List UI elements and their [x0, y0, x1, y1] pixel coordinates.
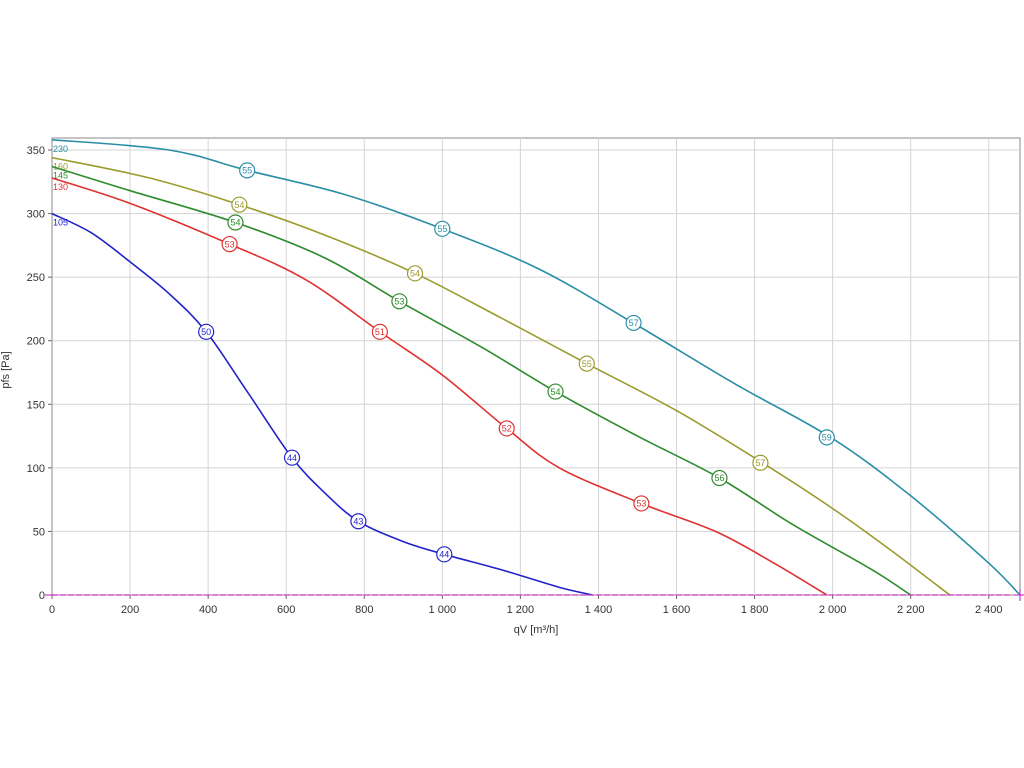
x-tick-label: 200	[121, 604, 139, 616]
y-tick-label: 250	[27, 272, 45, 284]
y-tick-label: 350	[27, 145, 45, 157]
efficiency-marker-label: 44	[439, 550, 449, 560]
y-tick-label: 0	[39, 590, 45, 602]
efficiency-marker	[625, 314, 642, 332]
efficiency-marker	[350, 513, 367, 530]
efficiency-marker	[239, 162, 256, 179]
series-line-230	[51, 139, 1021, 596]
x-tick-label: 800	[355, 604, 373, 616]
efficiency-marker	[547, 383, 564, 400]
efficiency-marker-label: 53	[636, 499, 646, 509]
efficiency-marker-label: 53	[394, 297, 404, 307]
series-line-105	[51, 212, 593, 596]
efficiency-marker	[283, 449, 301, 466]
series-label-105: 105	[53, 218, 68, 228]
efficiency-marker-label: 53	[225, 239, 235, 249]
efficiency-marker	[711, 469, 728, 487]
efficiency-marker	[436, 546, 453, 563]
efficiency-marker-label: 51	[375, 327, 385, 337]
efficiency-marker	[818, 429, 835, 446]
y-tick-label: 50	[33, 526, 45, 538]
series-line-130	[51, 177, 828, 596]
x-tick-label: 2 200	[897, 604, 925, 616]
efficiency-marker-label: 55	[242, 166, 252, 176]
efficiency-marker-label: 54	[234, 200, 244, 210]
plot-area	[51, 137, 1021, 596]
x-tick-label: 400	[199, 604, 217, 616]
efficiency-marker	[498, 420, 515, 437]
efficiency-marker	[391, 293, 408, 310]
efficiency-marker	[231, 196, 248, 213]
x-tick-label: 600	[277, 604, 295, 616]
x-tick-label: 2 400	[975, 604, 1003, 616]
x-tick-label: 1 400	[585, 604, 613, 616]
y-tick-label: 200	[27, 336, 45, 348]
series-105: 105 50 44 43 44	[51, 212, 593, 596]
efficiency-marker-label: 52	[502, 424, 512, 434]
series-curves: 230 55 55 57 59 160 54 54 55 57 145 54 53 54 56 130 53 51…	[51, 139, 1021, 596]
zero-baseline	[45, 589, 1024, 601]
x-tick-label: 1 200	[507, 604, 535, 616]
efficiency-marker-label: 43	[353, 516, 363, 526]
efficiency-marker	[406, 265, 424, 282]
series-line-160	[51, 156, 951, 596]
efficiency-marker	[221, 235, 238, 253]
series-label-230: 230	[53, 144, 68, 154]
efficiency-marker	[434, 220, 451, 237]
efficiency-marker-label: 59	[822, 433, 832, 443]
y-tick-label: 150	[27, 399, 45, 411]
x-tick-label: 1 600	[663, 604, 691, 616]
x-tick-label: 2 000	[819, 604, 847, 616]
efficiency-marker-label: 54	[410, 269, 420, 279]
efficiency-marker	[227, 214, 244, 231]
x-tick-label: 1 000	[429, 604, 457, 616]
y-axis-label: pfs [Pa]	[0, 351, 12, 388]
efficiency-marker	[752, 454, 769, 471]
y-tick-label: 100	[27, 463, 45, 475]
series-230: 230 55 55 57 59	[51, 139, 1021, 596]
y-axis-ticks: 0 50 100 150 200 250 300 350	[27, 145, 52, 602]
efficiency-marker-label: 57	[755, 458, 765, 468]
x-tick-label: 1 800	[741, 604, 769, 616]
series-label-145: 145	[53, 171, 68, 181]
efficiency-marker-label: 54	[230, 218, 240, 228]
efficiency-marker-label: 44	[287, 453, 297, 463]
efficiency-marker	[198, 323, 215, 340]
efficiency-marker-label: 55	[437, 224, 447, 234]
y-tick-label: 300	[27, 209, 45, 221]
efficiency-marker	[633, 495, 650, 512]
series-130: 130 53 51 52 53	[51, 177, 828, 596]
efficiency-marker	[578, 355, 595, 372]
series-160: 160 54 54 55 57	[51, 156, 951, 596]
x-tick-label: 0	[49, 604, 55, 616]
efficiency-marker-label: 50	[201, 327, 211, 337]
x-axis-label: qV [m³/h]	[514, 624, 559, 636]
series-line-145	[51, 165, 912, 596]
series-label-130: 130	[53, 182, 68, 192]
efficiency-marker-label: 56	[714, 473, 724, 483]
efficiency-marker	[371, 323, 388, 340]
series-label-160: 160	[53, 162, 68, 172]
x-axis-ticks: 0 200 400 600 800 1 000 1 200 1 400 1 600 1 800 2 …	[49, 595, 1003, 616]
efficiency-marker-label: 55	[582, 359, 592, 369]
series-145: 145 54 53 54 56	[51, 165, 912, 596]
grid-lines	[52, 138, 1020, 595]
efficiency-marker-label: 57	[629, 318, 639, 328]
efficiency-marker-label: 54	[551, 387, 561, 397]
